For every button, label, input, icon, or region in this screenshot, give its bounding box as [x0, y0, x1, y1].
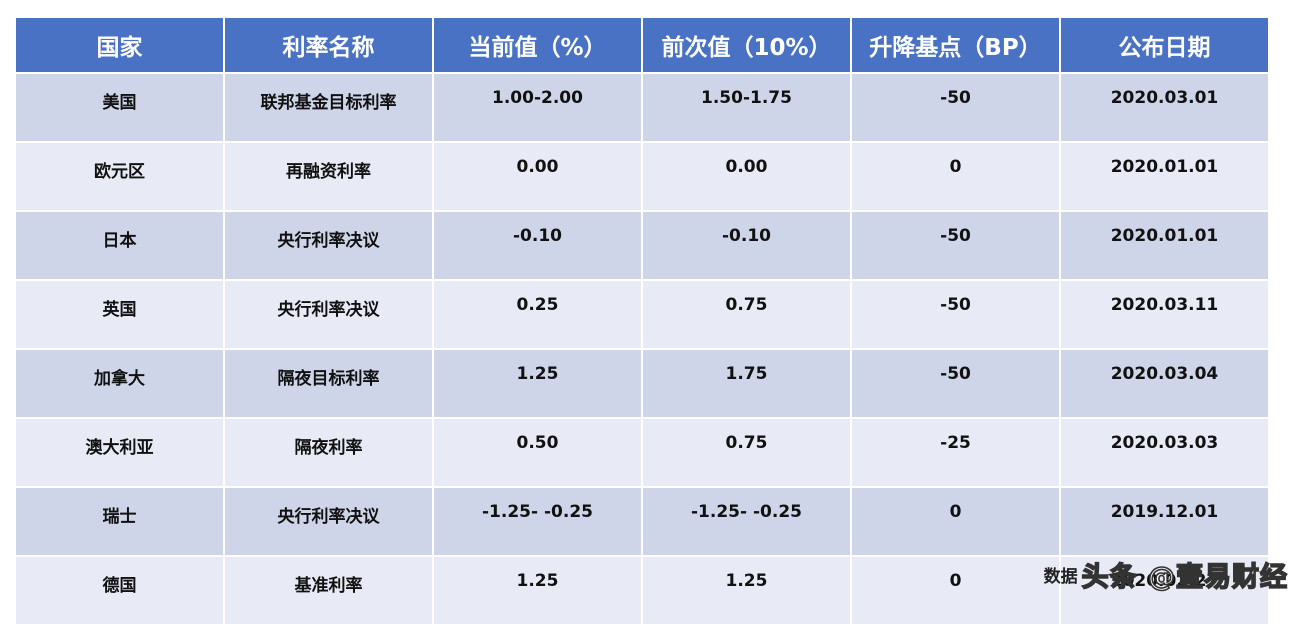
cell-rate-name: 央行利率决议 [225, 281, 432, 348]
cell-country: 澳大利亚 [16, 419, 223, 486]
table-row: 美国 联邦基金目标利率 1.00-2.00 1.50-1.75 -50 2020… [16, 74, 1268, 141]
table-header-row: 国家 利率名称 当前值（%） 前次值（10%） 升降基点（BP） 公布日期 [16, 18, 1268, 72]
interest-rate-table: 国家 利率名称 当前值（%） 前次值（10%） 升降基点（BP） 公布日期 美国… [14, 16, 1270, 626]
cell-bp-change: -25 [852, 419, 1059, 486]
cell-country: 瑞士 [16, 488, 223, 555]
header-publish-date: 公布日期 [1061, 18, 1268, 72]
cell-previous-value: -1.25- -0.25 [643, 488, 850, 555]
cell-rate-name: 基准利率 [225, 557, 432, 624]
header-current-value: 当前值（%） [434, 18, 641, 72]
cell-previous-value: 1.50-1.75 [643, 74, 850, 141]
cell-publish-date: 2020.03.11 [1061, 281, 1268, 348]
header-bp-change: 升降基点（BP） [852, 18, 1059, 72]
cell-current-value: 0.25 [434, 281, 641, 348]
cell-current-value: 1.25 [434, 557, 641, 624]
watermark-source-label: 数据 [1043, 566, 1078, 587]
table-row: 英国 央行利率决议 0.25 0.75 -50 2020.03.11 [16, 281, 1268, 348]
cell-previous-value: 1.75 [643, 350, 850, 417]
cell-current-value: 1.00-2.00 [434, 74, 641, 141]
cell-country: 日本 [16, 212, 223, 279]
table-row: 瑞士 央行利率决议 -1.25- -0.25 -1.25- -0.25 0 20… [16, 488, 1268, 555]
cell-current-value: 0.50 [434, 419, 641, 486]
cell-publish-date: 2020.03.04 [1061, 350, 1268, 417]
cell-publish-date: 2020.01.01 [1061, 212, 1268, 279]
cell-publish-date: 2020.03.01 [1061, 74, 1268, 141]
cell-rate-name: 再融资利率 [225, 143, 432, 210]
cell-previous-value: 0.00 [643, 143, 850, 210]
cell-bp-change: -50 [852, 212, 1059, 279]
table-row: 欧元区 再融资利率 0.00 0.00 0 2020.01.01 [16, 143, 1268, 210]
table-row: 加拿大 隔夜目标利率 1.25 1.75 -50 2020.03.04 [16, 350, 1268, 417]
cell-rate-name: 隔夜利率 [225, 419, 432, 486]
cell-country: 加拿大 [16, 350, 223, 417]
cell-previous-value: 0.75 [643, 281, 850, 348]
table-row: 日本 央行利率决议 -0.10 -0.10 -50 2020.01.01 [16, 212, 1268, 279]
cell-rate-name: 央行利率决议 [225, 212, 432, 279]
watermark: 数据 头条 @壹易财经 [1044, 554, 1288, 594]
header-country: 国家 [16, 18, 223, 72]
watermark-text: 头条 @壹易财经 [1081, 561, 1288, 594]
cell-bp-change: -50 [852, 281, 1059, 348]
cell-bp-change: -50 [852, 74, 1059, 141]
cell-bp-change: -50 [852, 350, 1059, 417]
table-row: 澳大利亚 隔夜利率 0.50 0.75 -25 2020.03.03 [16, 419, 1268, 486]
cell-current-value: 1.25 [434, 350, 641, 417]
cell-current-value: -0.10 [434, 212, 641, 279]
cell-country: 德国 [16, 557, 223, 624]
cell-publish-date: 2019.12.01 [1061, 488, 1268, 555]
cell-previous-value: 1.25 [643, 557, 850, 624]
cell-rate-name: 联邦基金目标利率 [225, 74, 432, 141]
cell-current-value: -1.25- -0.25 [434, 488, 641, 555]
cell-publish-date: 2020.01.01 [1061, 143, 1268, 210]
header-previous-value: 前次值（10%） [643, 18, 850, 72]
cell-previous-value: -0.10 [643, 212, 850, 279]
cell-rate-name: 隔夜目标利率 [225, 350, 432, 417]
cell-previous-value: 0.75 [643, 419, 850, 486]
cell-rate-name: 央行利率决议 [225, 488, 432, 555]
cell-publish-date: 2020.03.03 [1061, 419, 1268, 486]
cell-country: 美国 [16, 74, 223, 141]
cell-bp-change: 0 [852, 557, 1059, 624]
cell-country: 欧元区 [16, 143, 223, 210]
header-rate-name: 利率名称 [225, 18, 432, 72]
cell-bp-change: 0 [852, 488, 1059, 555]
cell-current-value: 0.00 [434, 143, 641, 210]
cell-bp-change: 0 [852, 143, 1059, 210]
cell-country: 英国 [16, 281, 223, 348]
